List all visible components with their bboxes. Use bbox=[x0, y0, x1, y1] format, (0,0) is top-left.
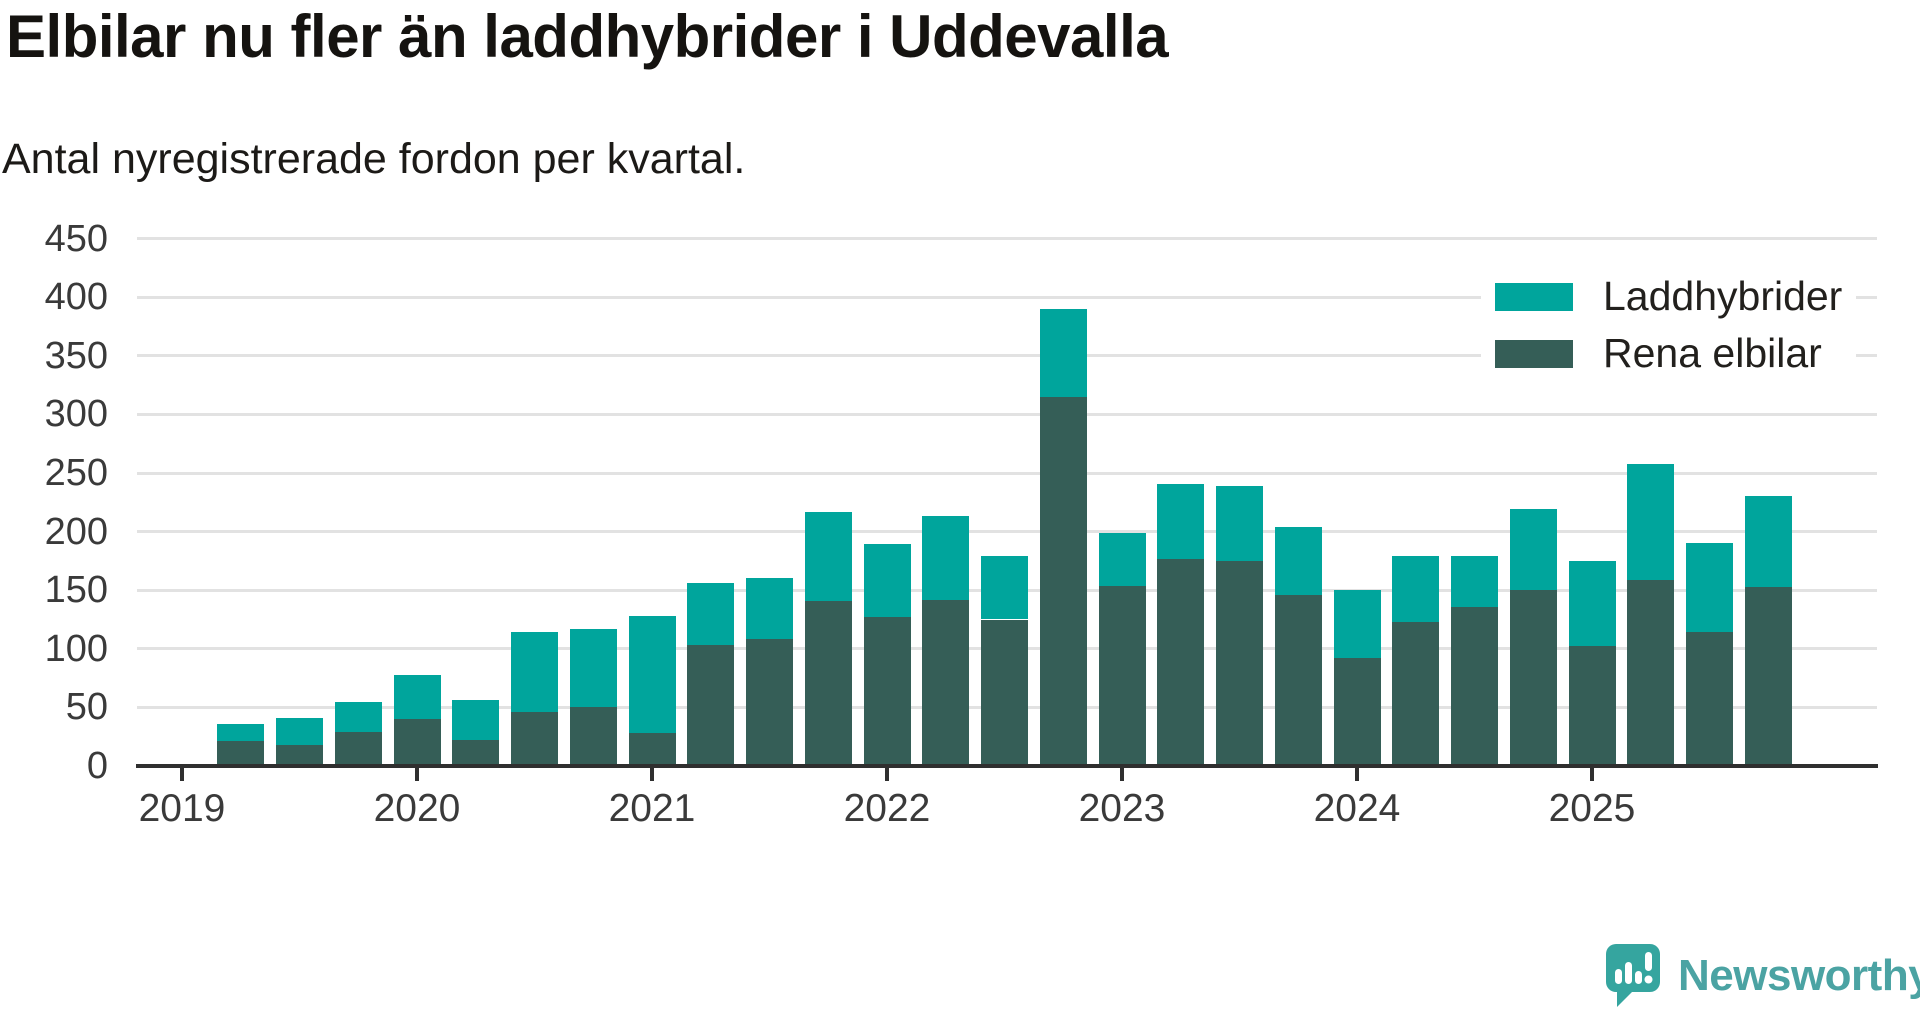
newsworthy-logo-text: Newsworthy bbox=[1678, 951, 1920, 1000]
bar-2023-Q2-rena-elbilar bbox=[1157, 558, 1205, 766]
bar-2021-Q2-laddhybrider bbox=[687, 583, 735, 646]
bar-2025-Q4-laddhybrider bbox=[1744, 496, 1792, 587]
bar-2020-Q3-laddhybrider bbox=[511, 632, 558, 713]
bar-2025-Q4-rena-elbilar bbox=[1744, 586, 1792, 766]
bar-2022-Q2-rena-elbilar bbox=[922, 599, 970, 766]
bar-2022-Q1-rena-elbilar bbox=[863, 617, 911, 766]
bar-2021-Q1-laddhybrider bbox=[628, 615, 676, 734]
bar-2022-Q2-laddhybrider bbox=[922, 516, 970, 600]
bar-2021-Q2-rena-elbilar bbox=[687, 645, 735, 766]
bar-2023-Q4-rena-elbilar bbox=[1274, 594, 1322, 766]
bar-2020-Q2-rena-elbilar bbox=[452, 740, 500, 766]
legend: Laddhybrider Rena elbilar bbox=[1481, 262, 1857, 388]
gridline-250 bbox=[137, 471, 1877, 475]
x-axis-tick-2025 bbox=[1590, 768, 1594, 781]
bar-2024-Q3-rena-elbilar bbox=[1451, 606, 1498, 766]
bar-2024-Q2-laddhybrider bbox=[1392, 556, 1440, 622]
bar-2021-Q3-rena-elbilar bbox=[746, 639, 793, 766]
x-axis-year-label: 2020 bbox=[373, 787, 461, 830]
bar-2021-Q4-rena-elbilar bbox=[804, 600, 852, 766]
x-axis-year-label: 2023 bbox=[1078, 787, 1166, 830]
bar-2019-Q2-rena-elbilar bbox=[217, 741, 265, 766]
gridline-450 bbox=[137, 237, 1877, 241]
gridline-400 bbox=[137, 295, 1877, 299]
legend-label-laddhybrider: Laddhybrider bbox=[1603, 273, 1843, 319]
newsworthy-logo[interactable]: Newsworthy bbox=[1606, 944, 1920, 1008]
bar-2021-Q4-laddhybrider bbox=[804, 511, 852, 601]
bar-2019-Q4-rena-elbilar bbox=[334, 732, 382, 766]
legend-label-rena-elbilar: Rena elbilar bbox=[1603, 330, 1822, 376]
x-axis-year-label: 2024 bbox=[1313, 787, 1401, 830]
y-axis-tick-label: 0 bbox=[86, 745, 108, 787]
y-axis-tick-label: 100 bbox=[44, 627, 108, 670]
bar-2023-Q1-laddhybrider bbox=[1098, 532, 1146, 586]
bar-2019-Q3-laddhybrider bbox=[276, 717, 323, 745]
x-axis-line bbox=[136, 764, 1878, 768]
bar-2019-Q3-rena-elbilar bbox=[276, 744, 323, 766]
x-axis-tick-2022 bbox=[885, 768, 889, 781]
bar-2020-Q1-rena-elbilar bbox=[393, 719, 441, 766]
bar-2024-Q1-laddhybrider bbox=[1333, 590, 1381, 659]
bar-2023-Q1-rena-elbilar bbox=[1098, 585, 1146, 766]
bar-2020-Q2-laddhybrider bbox=[452, 700, 500, 741]
bar-2023-Q2-laddhybrider bbox=[1157, 483, 1205, 559]
newsworthy-logo-icon bbox=[1606, 944, 1660, 1007]
legend-swatch-laddhybrider bbox=[1495, 282, 1573, 311]
bar-2024-Q2-rena-elbilar bbox=[1392, 621, 1440, 766]
y-axis-tick-label: 450 bbox=[44, 217, 108, 260]
bar-2021-Q3-laddhybrider bbox=[746, 578, 793, 640]
legend-item-laddhybrider: Laddhybrider bbox=[1495, 273, 1842, 320]
x-axis-year-label: 2019 bbox=[138, 787, 226, 830]
bar-2020-Q4-laddhybrider bbox=[569, 628, 617, 708]
x-axis-tick-2024 bbox=[1355, 768, 1359, 781]
bar-2024-Q3-laddhybrider bbox=[1451, 556, 1498, 607]
bar-2021-Q1-rena-elbilar bbox=[628, 733, 676, 766]
y-axis-tick-label: 150 bbox=[44, 569, 108, 612]
bar-2020-Q4-rena-elbilar bbox=[569, 707, 617, 766]
gridline-350 bbox=[137, 354, 1877, 358]
y-axis-tick-label: 200 bbox=[44, 510, 108, 553]
bar-2025-Q3-rena-elbilar bbox=[1686, 632, 1733, 766]
bar-2023-Q3-rena-elbilar bbox=[1216, 560, 1263, 766]
bar-2023-Q4-laddhybrider bbox=[1274, 526, 1322, 595]
bar-2022-Q4-laddhybrider bbox=[1039, 308, 1087, 397]
x-axis-year-label: 2021 bbox=[608, 787, 696, 830]
bar-2025-Q1-rena-elbilar bbox=[1568, 646, 1616, 766]
bar-2019-Q2-laddhybrider bbox=[217, 723, 265, 742]
bar-2025-Q2-rena-elbilar bbox=[1627, 579, 1675, 766]
x-axis-year-label: 2025 bbox=[1548, 787, 1636, 830]
bar-2023-Q3-laddhybrider bbox=[1216, 485, 1263, 561]
bar-2024-Q4-rena-elbilar bbox=[1509, 590, 1557, 766]
gridline-200 bbox=[137, 530, 1877, 534]
x-axis-tick-2019 bbox=[180, 768, 184, 781]
chart-title: Elbilar nu fler än laddhybrider i Uddeva… bbox=[6, 3, 1169, 70]
bar-2022-Q4-rena-elbilar bbox=[1039, 396, 1087, 766]
x-axis-tick-2020 bbox=[415, 768, 419, 781]
bar-2020-Q3-rena-elbilar bbox=[511, 712, 558, 766]
y-axis-tick-label: 250 bbox=[44, 452, 108, 494]
x-axis-tick-2021 bbox=[650, 768, 654, 781]
chart-subtitle: Antal nyregistrerade fordon per kvartal. bbox=[2, 135, 746, 183]
y-axis-tick-label: 300 bbox=[44, 393, 108, 436]
bar-2024-Q4-laddhybrider bbox=[1509, 509, 1557, 591]
x-axis-year-label: 2022 bbox=[843, 787, 931, 830]
gridline-300 bbox=[137, 412, 1877, 416]
y-axis-tick-label: 50 bbox=[65, 686, 108, 729]
bar-2025-Q3-laddhybrider bbox=[1686, 543, 1733, 633]
y-axis-tick-label: 350 bbox=[44, 334, 108, 377]
bar-2022-Q3-laddhybrider bbox=[981, 556, 1028, 620]
bar-2025-Q2-laddhybrider bbox=[1627, 463, 1675, 580]
bar-2020-Q1-laddhybrider bbox=[393, 674, 441, 720]
legend-item-rena-elbilar: Rena elbilar bbox=[1495, 330, 1842, 377]
bar-2025-Q1-laddhybrider bbox=[1568, 560, 1616, 647]
bar-2019-Q4-laddhybrider bbox=[334, 701, 382, 732]
legend-swatch-rena-elbilar bbox=[1495, 339, 1573, 368]
bar-2024-Q1-rena-elbilar bbox=[1333, 658, 1381, 766]
bar-2022-Q3-rena-elbilar bbox=[981, 619, 1028, 766]
bar-2022-Q1-laddhybrider bbox=[863, 544, 911, 618]
y-axis-tick-label: 400 bbox=[44, 276, 108, 319]
x-axis-tick-2023 bbox=[1120, 768, 1124, 781]
